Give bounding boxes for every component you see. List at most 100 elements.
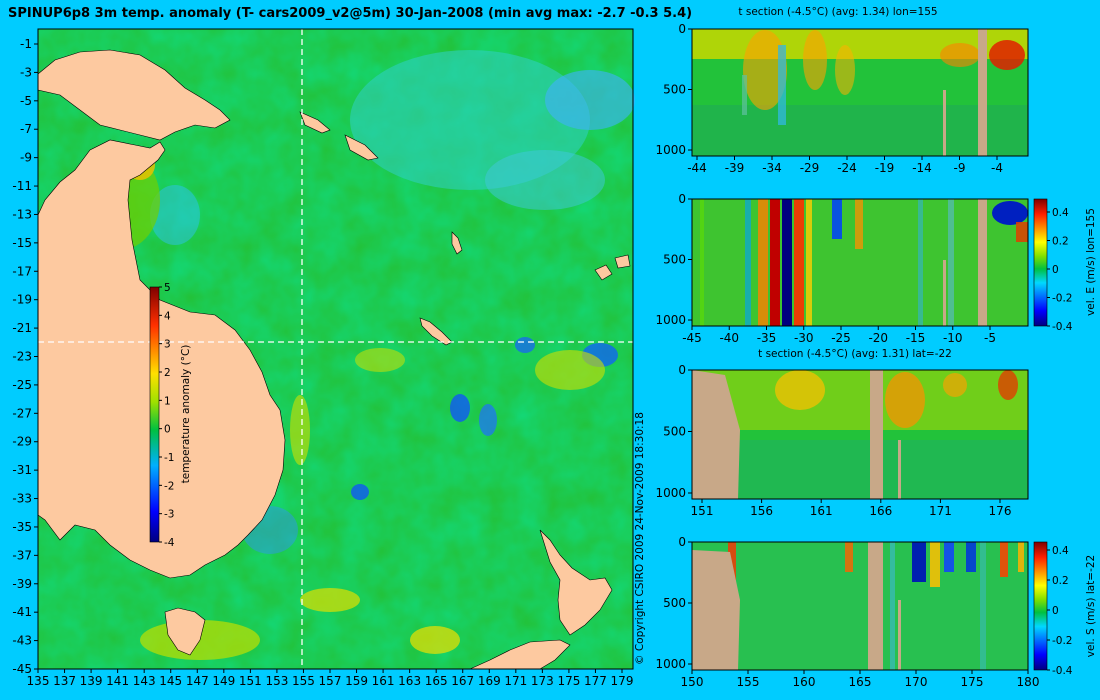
panel-3-land-mask	[692, 370, 740, 499]
warm-patch	[410, 626, 460, 654]
panel-3-y-tick-label: 0	[678, 363, 686, 377]
panel-4-x-tick-label: 165	[849, 675, 872, 689]
panel-4-colorbar-tick-label: -0.2	[1052, 635, 1073, 647]
map-frame	[37, 28, 634, 670]
map-y-tick-label: -19	[12, 293, 32, 307]
cold-eddy	[479, 404, 497, 436]
panel-4-land-mask	[692, 550, 740, 670]
map-x-tick-label: 143	[133, 674, 156, 688]
panel-3-x-tick-label: 156	[750, 504, 773, 518]
map-x-tick-label: 171	[504, 674, 527, 688]
panel-4-background	[692, 542, 1028, 670]
cold-eddy	[515, 337, 535, 353]
panel-3-y-tick-label: 1000	[655, 486, 686, 500]
panel-2-colorbar-tick-label: 0.2	[1052, 236, 1069, 248]
map-colorbar-tick-label: -2	[164, 480, 174, 492]
map-x-tick-label: 155	[292, 674, 315, 688]
map-colorbar-tick-label: 1	[164, 395, 171, 407]
panel-2-colorbar-tick-label: -0.4	[1052, 321, 1073, 333]
panel-2-west-jet	[992, 201, 1028, 225]
panel-3-x-tick-label: 161	[810, 504, 833, 518]
panel-2-y-tick-label: 500	[663, 253, 686, 267]
map-x-tick-label: 157	[319, 674, 342, 688]
map-colorbar-tick-label: 3	[164, 339, 171, 351]
panel-2-colorbar-tick-label: -0.2	[1052, 293, 1073, 305]
panel-4-colorbar-label: vel. S (m/s) lat=-22	[1085, 555, 1097, 657]
warm-patch	[300, 588, 360, 612]
map-x-tick-label: 145	[159, 674, 182, 688]
warm-patch	[355, 348, 405, 372]
panel-2-section	[691, 198, 1029, 327]
panel-1-y-tick-label: 0	[678, 22, 686, 36]
map-x-tick-label: 135	[27, 674, 50, 688]
panel-1-x-tick-label: -44	[687, 161, 707, 175]
panel-2-strong-east	[770, 199, 780, 326]
map-y-tick-label: -43	[12, 634, 32, 648]
map-y-tick-label: -17	[12, 264, 32, 278]
panel-3-x-tick-label: 171	[929, 504, 952, 518]
land-australia	[37, 139, 286, 579]
map-x-tick-label: 137	[53, 674, 76, 688]
panel-4-x-tick-label: 160	[793, 675, 816, 689]
land-tasmania	[164, 607, 206, 656]
map-y-tick-label: -25	[12, 378, 32, 392]
panel-4-y-tick-label: 0	[678, 535, 686, 549]
panel-2-y-tick-label: 0	[678, 192, 686, 206]
map-y-tick-label: -3	[20, 65, 32, 79]
panel-4-y-tick-label: 500	[663, 596, 686, 610]
map-colorbar-tick-label: 5	[164, 282, 171, 294]
panel-1-cool-column	[778, 45, 786, 125]
panel-3-x-tick-label: 151	[691, 504, 714, 518]
map-x-tick-label: 165	[425, 674, 448, 688]
cold-eddy	[351, 484, 369, 500]
map-y-tick-label: -27	[12, 406, 32, 420]
panel-2-y-tick-label: 1000	[655, 313, 686, 327]
map-x-tick-label: 163	[398, 674, 421, 688]
panel-4-colorbar-tick-label: 0.2	[1052, 575, 1069, 587]
panel-1-section	[691, 28, 1029, 157]
panel-2-x-tick-label: -5	[984, 331, 996, 345]
panel-2-colorbar-label: vel. E (m/s) lon=155	[1085, 208, 1097, 316]
map-x-tick-label: 149	[212, 674, 235, 688]
panel-1-x-tick-label: -24	[837, 161, 857, 175]
land-solomon	[299, 111, 379, 161]
map-y-tick-label: -45	[12, 662, 32, 676]
cool-patch	[150, 185, 200, 245]
map-y-tick-label: -35	[12, 520, 32, 534]
cool-patch	[545, 70, 635, 130]
map-y-tick-label: -33	[12, 492, 32, 506]
panel-1-y-tick-label: 500	[663, 83, 686, 97]
panel-4-colorbar-tick-label: -0.4	[1052, 665, 1073, 677]
map-x-tick-label: 161	[372, 674, 395, 688]
land-new-zealand-north	[539, 529, 613, 636]
panel-2-x-tick-label: -40	[719, 331, 739, 345]
panel-1-x-tick-label: -4	[991, 161, 1003, 175]
map-colorbar-tick-label: 2	[164, 367, 171, 379]
panel-1-land-mask	[978, 29, 987, 156]
cool-patch	[485, 150, 605, 210]
panel-4-section	[691, 541, 1029, 671]
land-new-caledonia	[419, 317, 453, 346]
map-colorbar-label: temperature anomaly (°C)	[180, 345, 192, 484]
panel-4-x-tick-label: 170	[905, 675, 928, 689]
panel-4-strong-north	[912, 542, 926, 582]
warm-patch	[290, 395, 310, 465]
map-colorbar-gradient	[149, 286, 160, 543]
panel-4-colorbar: 0.4 0.2 0 -0.2 -0.4 vel. S (m/s) lat=-22	[1033, 541, 1097, 677]
map-y-tick-label: -21	[12, 321, 32, 335]
panel-2-x-tick-label: -30	[794, 331, 814, 345]
panel-3-section	[691, 369, 1029, 500]
map-colorbar-tick-label: -3	[164, 509, 174, 521]
copyright-text: © Copyright CSIRO 2009 24-Nov-2009 18:30…	[634, 412, 646, 665]
temperature-anomaly-map	[37, 29, 635, 670]
panel-1-x-tick-label: -29	[800, 161, 820, 175]
land-fiji	[594, 254, 631, 281]
map-y-tick-label: -41	[12, 605, 32, 619]
map-x-tick-label: 151	[239, 674, 262, 688]
map-y-tick-label: -11	[12, 179, 32, 193]
panel-3-title: t section (-4.5°C) (avg: 1.31) lat=-22	[758, 348, 952, 360]
map-x-tick-label: 159	[345, 674, 368, 688]
map-y-tick-label: -15	[12, 236, 32, 250]
panel-3-x-tick-label: 176	[989, 504, 1012, 518]
